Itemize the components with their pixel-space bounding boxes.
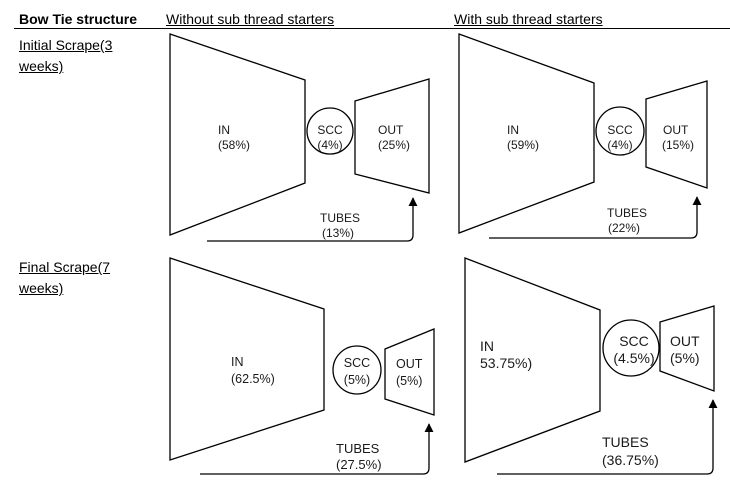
column-header-with: With sub thread starters bbox=[454, 11, 603, 27]
out-label: OUT bbox=[670, 333, 700, 349]
in-value: (59%) bbox=[507, 138, 539, 152]
scc-value: (4.5%) bbox=[613, 350, 654, 366]
scc-value: (5%) bbox=[344, 373, 370, 387]
out-component bbox=[645, 80, 708, 189]
row-header-final: Final Scrape(7 weeks) bbox=[19, 257, 159, 299]
scc-label: SCC bbox=[607, 123, 633, 137]
scc-component bbox=[595, 106, 645, 156]
tubes-arrow bbox=[207, 197, 418, 242]
in-label: IN bbox=[507, 123, 519, 137]
bowtie-final-without: IN (62.5%) SCC (5%) OUT (5%) TUBES (27.5… bbox=[169, 257, 435, 475]
in-value: (62.5%) bbox=[231, 372, 275, 386]
row-header-initial: Initial Scrape(3 weeks) bbox=[19, 35, 159, 77]
tubes-arrow bbox=[200, 423, 434, 475]
in-component bbox=[169, 257, 325, 461]
row-header-final-line1: Final Scrape(7 bbox=[19, 259, 111, 275]
tubes-label: TUBES bbox=[336, 441, 380, 456]
row-header-initial-line2: weeks) bbox=[19, 58, 64, 74]
tubes-label: TUBES bbox=[320, 211, 360, 225]
out-component bbox=[354, 78, 430, 194]
row-header-final-line2: weeks) bbox=[19, 280, 64, 296]
bowtie-final-with: IN 53.75%) SCC (4.5%) OUT (5%) TUBES (36… bbox=[464, 257, 718, 475]
out-component bbox=[384, 328, 435, 416]
scc-component bbox=[332, 345, 382, 395]
in-component bbox=[169, 33, 306, 236]
out-value: (25%) bbox=[378, 138, 410, 152]
out-label: OUT bbox=[378, 123, 404, 137]
scc-value: (4%) bbox=[317, 138, 342, 152]
tubes-arrow bbox=[497, 399, 718, 475]
in-component bbox=[464, 257, 601, 463]
out-label: OUT bbox=[663, 123, 689, 137]
bowtie-initial-without: IN (58%) SCC (4%) OUT (25%) TUBES (13%) bbox=[169, 33, 430, 242]
bowtie-initial-with: IN (59%) SCC (4%) OUT (15%) TUBES (22%) bbox=[458, 33, 708, 239]
scc-label: SCC bbox=[344, 356, 370, 370]
corner-label: Bow Tie structure bbox=[19, 11, 137, 27]
scc-component bbox=[602, 319, 660, 377]
in-value: 53.75%) bbox=[480, 355, 532, 371]
scc-label: SCC bbox=[619, 333, 649, 349]
out-value: (5%) bbox=[670, 350, 700, 366]
scc-label: SCC bbox=[317, 123, 343, 137]
in-label: IN bbox=[218, 123, 230, 137]
tubes-label: TUBES bbox=[607, 206, 647, 220]
tubes-value: (22%) bbox=[608, 221, 640, 235]
out-label: OUT bbox=[396, 357, 423, 371]
in-label: IN bbox=[231, 355, 244, 369]
scc-component bbox=[306, 107, 354, 155]
tubes-value: (13%) bbox=[322, 226, 354, 240]
tubes-value: (36.75%) bbox=[602, 452, 659, 468]
tubes-value: (27.5%) bbox=[336, 457, 382, 472]
out-value: (5%) bbox=[396, 374, 422, 388]
column-header-without: Without sub thread starters bbox=[166, 11, 335, 27]
tubes-arrow bbox=[489, 196, 702, 239]
out-component bbox=[659, 305, 715, 392]
in-label: IN bbox=[480, 338, 494, 354]
in-component bbox=[458, 33, 595, 234]
row-header-initial-line1: Initial Scrape(3 bbox=[19, 37, 113, 53]
in-value: (58%) bbox=[218, 138, 250, 152]
scc-value: (4%) bbox=[607, 138, 632, 152]
out-value: (15%) bbox=[662, 138, 694, 152]
header-rule bbox=[14, 28, 730, 29]
tubes-label: TUBES bbox=[602, 434, 649, 450]
